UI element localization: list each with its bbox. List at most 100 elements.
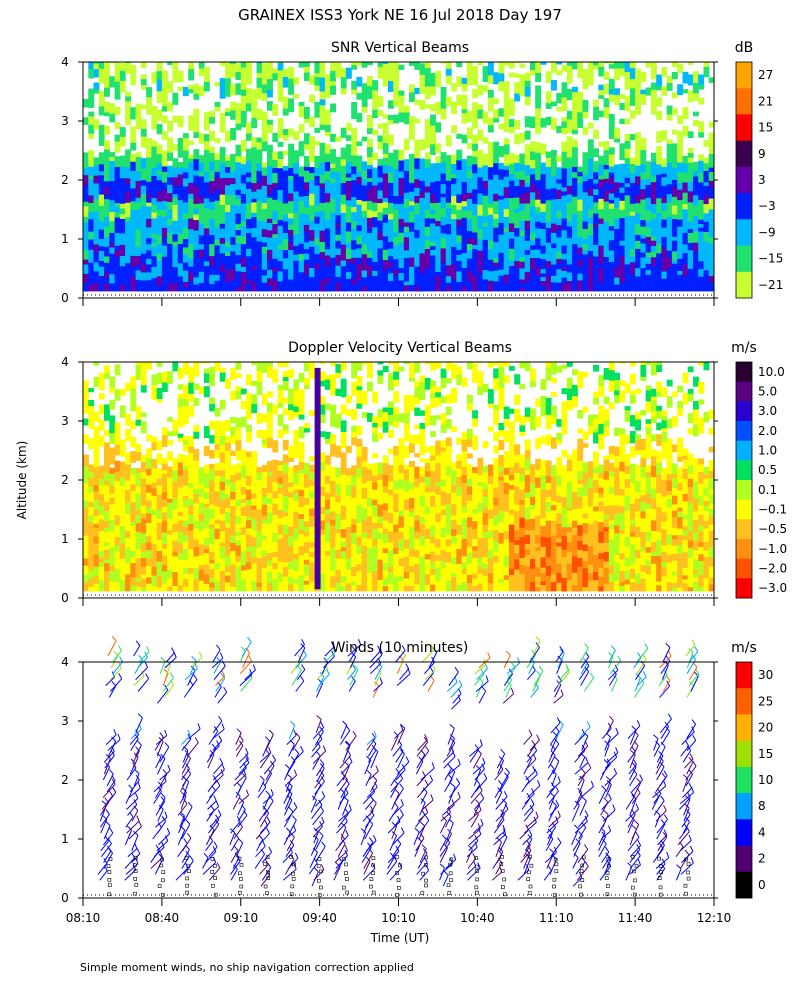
snr-cell [324,82,331,93]
doppler-cell [335,569,342,577]
doppler-cell [109,447,116,456]
snr-cell [440,87,447,100]
doppler-cell [246,401,252,411]
doppler-cell [161,499,168,507]
snr-cell [335,265,342,277]
doppler-cell [209,480,216,492]
doppler-cell [398,454,405,466]
doppler-cell [382,421,389,426]
snr-cell [330,80,336,86]
snr-cell [703,221,710,232]
snr-cell [477,228,484,240]
doppler-cell [377,362,384,365]
snr-cell [398,108,405,113]
snr-cell [125,149,131,159]
snr-cell [261,185,268,193]
doppler-cell [503,430,510,439]
doppler-cell [482,482,489,490]
doppler-cell [93,566,100,577]
snr-cell [382,153,389,158]
snr-cell [403,215,410,223]
snr-cell [382,244,389,250]
snr-cell [198,264,205,272]
snr-cell [109,160,116,172]
doppler-cell [172,458,179,471]
doppler-cell [135,443,142,453]
snr-cell [382,259,389,270]
doppler-cell [177,468,184,476]
snr-cell [203,149,210,160]
snr-cell [708,186,714,199]
doppler-cell [372,482,379,490]
doppler-cell [340,540,347,548]
snr-cell [309,167,315,174]
doppler-cell [156,500,163,511]
doppler-cell [198,477,205,485]
doppler-cell [508,574,515,581]
doppler-cell [272,562,279,570]
snr-cell [708,198,714,210]
doppler-cell [356,394,363,404]
snr-cell [209,187,216,194]
snr-cell [267,101,273,111]
snr-cell [535,221,542,229]
snr-cell [340,252,347,261]
snr-cell [587,202,594,210]
snr-cell [214,159,221,167]
doppler-cell [398,509,405,517]
snr-cell [445,169,452,181]
snr-cell [551,161,557,169]
doppler-cell [398,565,405,577]
doppler-cell [340,404,347,415]
snr-cell [593,171,599,180]
doppler-cell [182,412,189,425]
doppler-cell [98,530,105,540]
doppler-cell [524,580,531,592]
doppler-cell [293,447,300,459]
snr-cell [377,62,384,67]
doppler-cell [372,516,379,523]
snr-cell [230,101,237,111]
doppler-cell [419,535,426,546]
snr-cell [629,273,636,282]
doppler-cell [246,575,252,584]
doppler-cell [414,434,421,445]
snr-cell [188,182,195,194]
snr-cell [272,72,279,81]
doppler-cell [182,389,189,400]
doppler-cell [351,382,358,389]
snr-cell [272,104,279,111]
snr-cell [272,237,279,249]
snr-cell [619,152,626,161]
snr-cell [203,81,210,92]
snr-cell [414,275,421,281]
doppler-cell [493,483,500,488]
doppler-cell [398,479,405,489]
snr-cell [146,138,152,147]
doppler-cell [303,559,310,565]
doppler-cell [251,492,258,499]
doppler-cell [219,399,226,410]
snr-cell [161,92,168,102]
doppler-cell [246,485,252,490]
snr-cell [440,187,447,194]
snr-cell [629,96,636,102]
snr-cell [640,208,647,221]
snr-cell [135,170,142,181]
doppler-cell [303,377,310,386]
snr-cell [608,147,615,155]
snr-cell [577,175,584,184]
snr-cell [319,187,326,200]
doppler-cell [461,512,468,519]
snr-cell [493,286,500,292]
snr-cell [83,99,89,108]
doppler-cell [356,403,363,409]
doppler-cell [230,574,237,587]
snr-cell [193,208,200,215]
snr-cell [635,223,641,235]
snr-cell [219,152,226,164]
snr-cell [209,209,216,219]
snr-cell [472,163,478,174]
doppler-cell [535,557,542,568]
snr-cell [372,109,379,118]
